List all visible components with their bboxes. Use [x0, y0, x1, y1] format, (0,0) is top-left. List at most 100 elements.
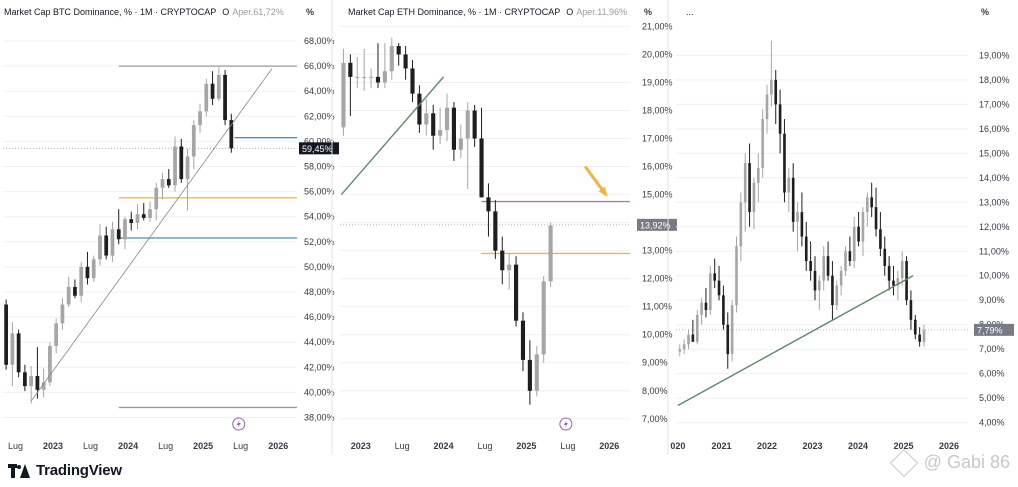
y-tick-label: 9,00%	[979, 295, 1005, 305]
candle-body	[424, 113, 429, 125]
candle-body	[800, 212, 804, 237]
candle-body	[700, 302, 703, 315]
x-tick-label: Lug	[560, 441, 575, 451]
x-tick-label: 2023	[803, 441, 823, 451]
candle-body	[141, 214, 146, 218]
candle-body	[887, 265, 891, 281]
candle-body	[500, 250, 505, 271]
x-tick-label: 2025	[894, 441, 914, 451]
y-tick-label: 6,00%	[979, 369, 1005, 379]
candle-body	[809, 261, 812, 271]
ohlc-value: Aper.11,96%	[576, 7, 627, 17]
chart-panel-3: 19,00% 18,00% 17,00% 16,00% 15,00% 14,00% 13,0…	[667, 0, 1014, 455]
candle-body	[804, 236, 808, 262]
candle-body	[173, 146, 177, 186]
candle-body	[761, 119, 764, 169]
tradingview-footer: TradingView	[8, 462, 122, 479]
chart-title: Market Cap ETH Dominance, % · 1M · CRYPT…	[348, 7, 560, 17]
candle-body	[905, 261, 908, 301]
x-tick-label: 2025	[193, 441, 213, 451]
candle-body	[10, 333, 15, 365]
candle-body	[382, 71, 387, 83]
candle-body	[735, 246, 738, 306]
candle-body	[691, 334, 695, 342]
candle-body	[722, 295, 725, 325]
y-tick-label: 13,00%	[979, 197, 1010, 207]
x-tick-label: 2026	[268, 441, 288, 451]
candle-body	[818, 280, 821, 291]
candle-body	[717, 280, 721, 296]
y-tick-label: 68,00%	[304, 36, 335, 46]
candle-body	[116, 229, 121, 240]
candle-body	[730, 305, 734, 355]
x-tick-label: 2025	[516, 441, 536, 451]
candle-body	[91, 259, 96, 279]
y-tick-label: 9,00%	[642, 358, 668, 368]
candle-body	[866, 197, 869, 213]
last-value-badge: 7,79%	[977, 325, 1003, 335]
x-tick-label: 2023	[43, 441, 63, 451]
y-tick-label: 38,00%	[304, 412, 335, 422]
author-watermark: @ Gabi 86	[889, 448, 1010, 477]
y-tick-label: 15,00%	[642, 190, 673, 200]
candle-body	[743, 163, 747, 203]
candle-body	[909, 300, 913, 320]
y-tick-label: 46,00%	[304, 312, 335, 322]
candle-body	[41, 382, 46, 390]
candle-body	[135, 214, 140, 223]
candle-body	[848, 251, 852, 262]
candle-body	[216, 74, 221, 99]
y-tick-label: 60,00%	[304, 136, 335, 146]
candle-body	[179, 146, 184, 180]
x-tick-label: Lug	[233, 441, 248, 451]
axis-unit-label: %	[644, 7, 652, 17]
last-value-badge: 59,45%	[302, 144, 333, 154]
y-tick-label: 10,00%	[642, 330, 673, 340]
candle-body	[861, 212, 865, 242]
ohlc-prefix: O	[566, 7, 573, 17]
candle-body	[154, 187, 159, 210]
trendline	[30, 68, 273, 402]
x-tick-label: 2024	[434, 441, 454, 451]
candle-body	[204, 83, 209, 112]
x-tick-label: 2026	[939, 441, 959, 451]
y-tick-label: 50,00%	[304, 262, 335, 272]
x-tick-label: Lug	[395, 441, 410, 451]
candle-body	[444, 107, 450, 131]
x-tick-label: 2021	[711, 441, 731, 451]
candle-body	[892, 280, 895, 286]
candle-body	[403, 54, 408, 69]
candle-body	[493, 211, 498, 251]
candle-body	[479, 138, 484, 198]
lightning-bolt-icon	[563, 420, 568, 428]
candle-body	[198, 111, 202, 126]
y-tick-label: 56,00%	[304, 187, 335, 197]
candle-body	[389, 46, 394, 72]
candle-body	[73, 286, 77, 296]
last-value-badge: 13,92%	[640, 220, 671, 230]
chart-panel-2: 21,00% 20,00% 19,00% 18,00% 17,00% 16,00% 15,0…	[331, 0, 677, 455]
trendline	[677, 275, 914, 407]
candle-body	[787, 177, 791, 193]
candle-body	[520, 320, 526, 360]
candle-body	[60, 304, 65, 324]
candle-body	[774, 79, 778, 105]
y-tick-label: 42,00%	[304, 362, 335, 372]
watermark-text: @ Gabi 86	[923, 452, 1010, 472]
watermark-icon	[889, 448, 918, 477]
candle-body	[110, 229, 115, 256]
candle-body	[417, 93, 422, 125]
candle-body	[486, 197, 491, 212]
candle-body	[783, 133, 786, 193]
y-tick-label: 7,00%	[979, 344, 1005, 354]
candle-body	[770, 79, 773, 95]
candle-body	[900, 261, 904, 279]
last-value-badge-bg	[299, 142, 339, 155]
candle-body	[438, 130, 443, 136]
y-tick-label: 52,00%	[304, 237, 335, 247]
x-tick-label: Lug	[8, 441, 23, 451]
candle-body	[341, 62, 346, 128]
candle-body	[796, 212, 799, 222]
candle-body	[852, 226, 856, 262]
